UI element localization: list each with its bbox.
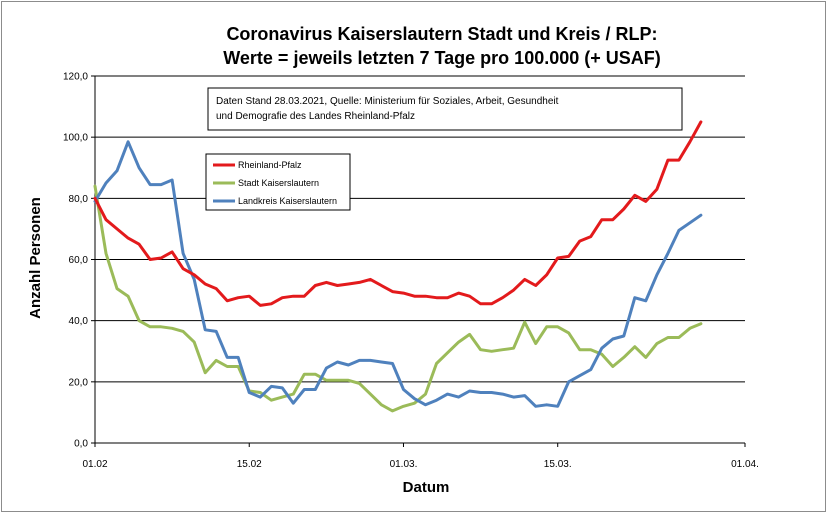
legend-label: Landkreis Kaiserslautern bbox=[238, 196, 337, 206]
y-tick-label: 20,0 bbox=[69, 377, 89, 388]
x-tick-label: 01.02 bbox=[82, 459, 107, 470]
x-tick-label: 01.04. bbox=[731, 459, 759, 470]
annotation-box: Daten Stand 28.03.2021, Quelle: Minister… bbox=[207, 87, 683, 131]
legend-label: Stadt Kaiserslautern bbox=[238, 178, 319, 188]
chart-title-line-2: Werte = jeweils letzten 7 Tage pro 100.0… bbox=[223, 48, 661, 68]
y-tick-label: 60,0 bbox=[69, 255, 89, 266]
axes bbox=[94, 76, 745, 444]
x-tick-label: 01.03. bbox=[390, 459, 418, 470]
x-axis-title: Datum bbox=[403, 479, 450, 496]
x-tick-labels: 01.02 15.02 01.03. 15.03. 01.04. bbox=[82, 459, 758, 470]
chart-title: Coronavirus Kaiserslautern Stadt und Kre… bbox=[223, 24, 661, 68]
series-line-rheinland-pfalz bbox=[93, 120, 703, 307]
legend-label: Rheinland-Pfalz bbox=[238, 160, 302, 170]
gridlines bbox=[91, 75, 746, 447]
legend: Rheinland-Pfalz Stadt Kaiserslautern Landk… bbox=[205, 153, 351, 211]
x-tick-label: 15.02 bbox=[237, 459, 262, 470]
x-tick-label: 15.03. bbox=[544, 459, 572, 470]
annotation-line-1: Daten Stand 28.03.2021, Quelle: Minister… bbox=[216, 96, 559, 107]
series-lines bbox=[93, 120, 703, 413]
chart-title-line-1: Coronavirus Kaiserslautern Stadt und Kre… bbox=[226, 24, 657, 44]
annotation-border bbox=[207, 87, 683, 131]
series-line-landkreis-kaiserslautern bbox=[93, 140, 703, 408]
y-tick-labels: 0,0 20,0 40,0 60,0 80,0 100,0 120,0 bbox=[63, 72, 88, 450]
y-tick-label: 120,0 bbox=[63, 72, 88, 83]
y-tick-label: 80,0 bbox=[69, 194, 89, 205]
y-tick-label: 0,0 bbox=[74, 439, 88, 450]
annotation-line-2: und Demografie des Landes Rheinland-Pfal… bbox=[216, 111, 415, 122]
y-axis-title: Anzahl Personen bbox=[27, 197, 44, 319]
y-tick-label: 40,0 bbox=[69, 316, 89, 327]
y-tick-label: 100,0 bbox=[63, 133, 88, 144]
